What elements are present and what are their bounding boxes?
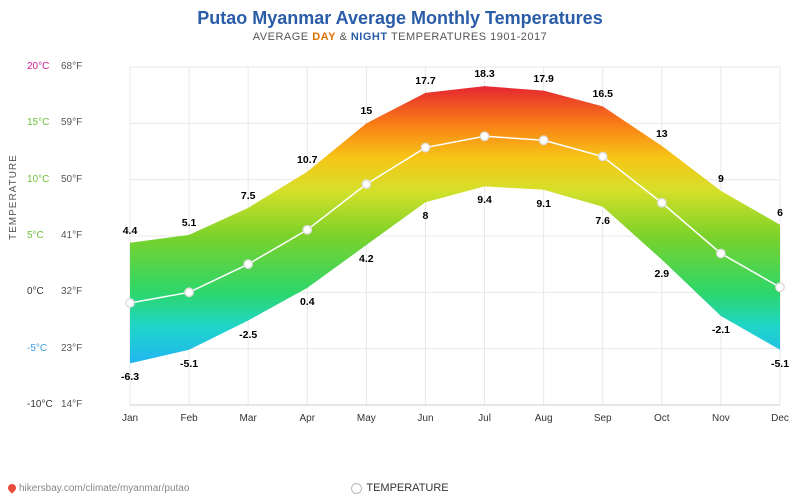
chart-title: Putao Myanmar Average Monthly Temperatur… [0, 0, 800, 29]
high-value-label: 17.9 [533, 73, 553, 85]
low-value-label: 0.4 [300, 296, 315, 308]
subtitle-amp: & [336, 31, 351, 43]
low-value-label: -2.5 [239, 329, 257, 341]
x-tick-label: Oct [654, 413, 670, 424]
y-tick-label: 10°C50°F [27, 174, 82, 185]
x-tick-label: Mar [240, 413, 257, 424]
x-tick-label: May [357, 413, 376, 424]
x-tick-label: Apr [299, 413, 315, 424]
high-value-label: 10.7 [297, 154, 317, 166]
chart-subtitle: AVERAGE DAY & NIGHT TEMPERATURES 1901-20… [0, 31, 800, 43]
high-value-label: 16.5 [593, 88, 613, 100]
high-value-label: 13 [656, 128, 668, 140]
high-value-label: 4.4 [123, 225, 138, 237]
high-value-label: 7.5 [241, 190, 256, 202]
temperature-chart [75, 55, 785, 435]
low-value-label: -6.3 [121, 371, 139, 383]
subtitle-suffix: TEMPERATURES 1901-2017 [388, 31, 548, 43]
y-axis-label: TEMPERATURE [8, 154, 19, 240]
y-tick-label: 20°C68°F [27, 61, 82, 72]
low-value-label: -5.1 [180, 358, 198, 370]
y-tick-label: 15°C59°F [27, 117, 82, 128]
low-value-label: 8 [423, 210, 429, 222]
x-tick-label: Aug [535, 413, 553, 424]
low-value-label: 9.1 [536, 198, 551, 210]
high-value-label: 5.1 [182, 217, 197, 229]
chart-svg [75, 55, 785, 435]
x-tick-label: Nov [712, 413, 730, 424]
y-tick-label: -5°C23°F [27, 343, 82, 354]
x-tick-label: Jan [122, 413, 138, 424]
low-value-label: -5.1 [771, 358, 789, 370]
subtitle-prefix: AVERAGE [253, 31, 312, 43]
x-tick-label: Jul [478, 413, 491, 424]
low-value-label: 4.2 [359, 253, 374, 265]
subtitle-night: NIGHT [351, 31, 388, 43]
high-value-label: 18.3 [474, 68, 494, 80]
low-value-label: 7.6 [595, 215, 610, 227]
high-value-label: 6 [777, 207, 783, 219]
source-attribution: hikersbay.com/climate/myanmar/putao [8, 483, 189, 494]
low-value-label: -2.1 [712, 324, 730, 336]
high-value-label: 15 [361, 105, 373, 117]
low-value-label: 9.4 [477, 194, 492, 206]
y-tick-label: 5°C41°F [27, 230, 82, 241]
y-tick-label: -10°C14°F [27, 399, 82, 410]
x-tick-label: Feb [180, 413, 197, 424]
high-value-label: 17.7 [415, 75, 435, 87]
source-text: hikersbay.com/climate/myanmar/putao [19, 483, 189, 494]
x-tick-label: Jun [417, 413, 433, 424]
x-tick-label: Dec [771, 413, 789, 424]
y-tick-label: 0°C32°F [27, 286, 82, 297]
x-tick-label: Sep [594, 413, 612, 424]
legend-label: TEMPERATURE [366, 482, 448, 494]
subtitle-day: DAY [312, 31, 336, 43]
high-value-label: 9 [718, 173, 724, 185]
map-pin-icon [6, 483, 17, 494]
low-value-label: 2.9 [655, 268, 670, 280]
legend-marker-icon [351, 483, 362, 494]
